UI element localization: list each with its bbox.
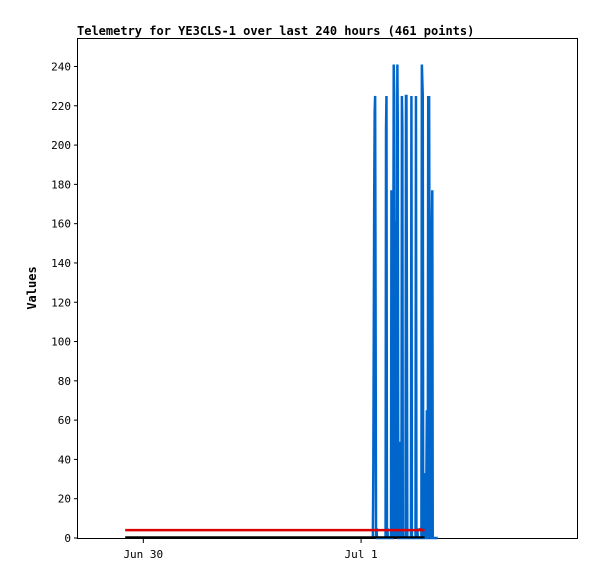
x-tick-label: Jun 30 <box>123 548 163 561</box>
y-tick-label: 220 <box>51 100 71 113</box>
x-tick-label: Jul 1 <box>345 548 378 561</box>
y-tick-label: 180 <box>51 178 71 191</box>
y-tick-label: 140 <box>51 257 71 270</box>
y-tick-label: 240 <box>51 61 71 74</box>
series-red-line <box>125 527 425 532</box>
y-tick-label: 60 <box>58 414 71 427</box>
y-tick-label: 0 <box>64 532 71 545</box>
series-layer <box>125 64 438 540</box>
chart-title: Telemetry for YE3CLS-1 over last 240 hou… <box>77 24 474 38</box>
y-tick-label: 20 <box>58 493 71 506</box>
y-tick-label: 200 <box>51 139 71 152</box>
y-axis-ticks: 0 20 40 60 80 100 120 140 160 180 200 220 240 <box>51 61 78 545</box>
y-tick-label: 160 <box>51 218 71 231</box>
plot-frame <box>77 38 578 539</box>
y-tick-label: 100 <box>51 336 71 349</box>
y-tick-label: 80 <box>58 375 71 388</box>
y-axis-label: Values <box>25 266 39 309</box>
y-tick-label: 40 <box>58 453 71 466</box>
y-tick-label: 120 <box>51 296 71 309</box>
x-axis-ticks: Jun 30 Jul 1 <box>123 538 378 561</box>
